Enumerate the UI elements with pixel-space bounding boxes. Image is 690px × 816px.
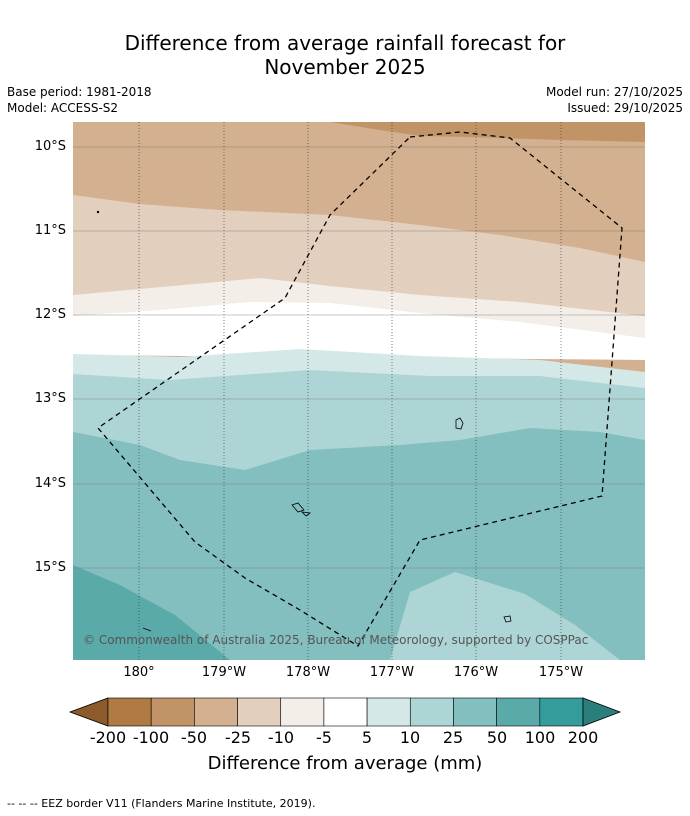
copyright-notice: © Commonwealth of Australia 2025, Bureau… <box>83 633 589 647</box>
title-line-1: Difference from average rainfall forecas… <box>124 31 566 55</box>
island-2 <box>291 502 305 513</box>
colorbar-label: Difference from average (mm) <box>207 753 483 774</box>
island-4 <box>503 615 512 623</box>
island-3 <box>300 511 312 517</box>
lon-label-177w: 177°W <box>369 665 415 680</box>
colorbar-cell <box>280 697 325 727</box>
lat-label-15s: 15°S <box>34 560 66 575</box>
colorbar-cell <box>539 697 584 727</box>
title-line-2: November 2025 <box>264 55 426 79</box>
islands <box>96 210 512 632</box>
issued-date: Issued: 29/10/2025 <box>567 101 683 115</box>
cbar-tick-2: -100 <box>132 728 170 747</box>
island-5 <box>142 627 152 632</box>
lat-gridlines <box>73 146 645 569</box>
cbar-tick-10: 50 <box>486 728 508 747</box>
lon-label-178w: 178°W <box>285 665 331 680</box>
colorbar-cell <box>323 697 368 727</box>
lon-label-179w: 179°W <box>201 665 247 680</box>
cbar-tick-9: 25 <box>442 728 464 747</box>
eez-border <box>97 131 623 647</box>
chart-title: Difference from average rainfall forecas… <box>0 31 690 79</box>
meta-right: Model run: 27/10/2025 Issued: 29/10/2025 <box>546 84 683 116</box>
lat-label-14s: 14°S <box>34 476 66 491</box>
model-run: Model run: 27/10/2025 <box>545 85 683 99</box>
colorbar-cell <box>453 697 497 727</box>
eez-footnote: -- -- -- EEZ border V11 (Flanders Marine… <box>7 797 316 810</box>
model-name: Model: ACCESS-S2 <box>7 101 119 115</box>
colorbar-cell <box>409 697 454 727</box>
lon-label-176w: 176°W <box>453 665 499 680</box>
lon-label-180: 180° <box>123 665 155 680</box>
cbar-tick-12: 200 <box>567 728 599 747</box>
meta-left: Base period: 1981-2018 Model: ACCESS-S2 <box>7 84 152 116</box>
cbar-tick-5: -10 <box>267 728 295 747</box>
colorbar-cells <box>68 697 622 727</box>
cbar-tick-6: -5 <box>316 728 332 747</box>
colorbar-extend-high <box>582 697 622 727</box>
cbar-tick-7: 5 <box>361 728 373 747</box>
island-6 <box>96 210 100 214</box>
cbar-tick-8: 10 <box>399 728 421 747</box>
lat-label-13s: 13°S <box>34 391 66 406</box>
colorbar-cell <box>237 697 282 727</box>
colorbar-cell <box>150 697 195 727</box>
lon-label-175w: 175°W <box>538 665 584 680</box>
colorbar-cell <box>366 697 411 727</box>
cbar-tick-11: 100 <box>524 728 556 747</box>
lat-label-10s: 10°S <box>34 139 66 154</box>
colorbar-cell <box>107 697 152 727</box>
island-1 <box>455 417 464 430</box>
forecast-map <box>73 122 645 660</box>
cbar-tick-4: -25 <box>224 728 252 747</box>
cbar-tick-3: -50 <box>180 728 208 747</box>
lat-label-12s: 12°S <box>34 307 66 322</box>
rainfall-bands <box>73 122 645 660</box>
colorbar-cell <box>496 697 541 727</box>
cbar-tick-1: -200 <box>89 728 127 747</box>
colorbar-cell <box>194 697 238 727</box>
lat-label-11s: 11°S <box>34 223 66 238</box>
base-period: Base period: 1981-2018 <box>7 85 152 99</box>
colorbar-extend-low <box>68 697 109 727</box>
